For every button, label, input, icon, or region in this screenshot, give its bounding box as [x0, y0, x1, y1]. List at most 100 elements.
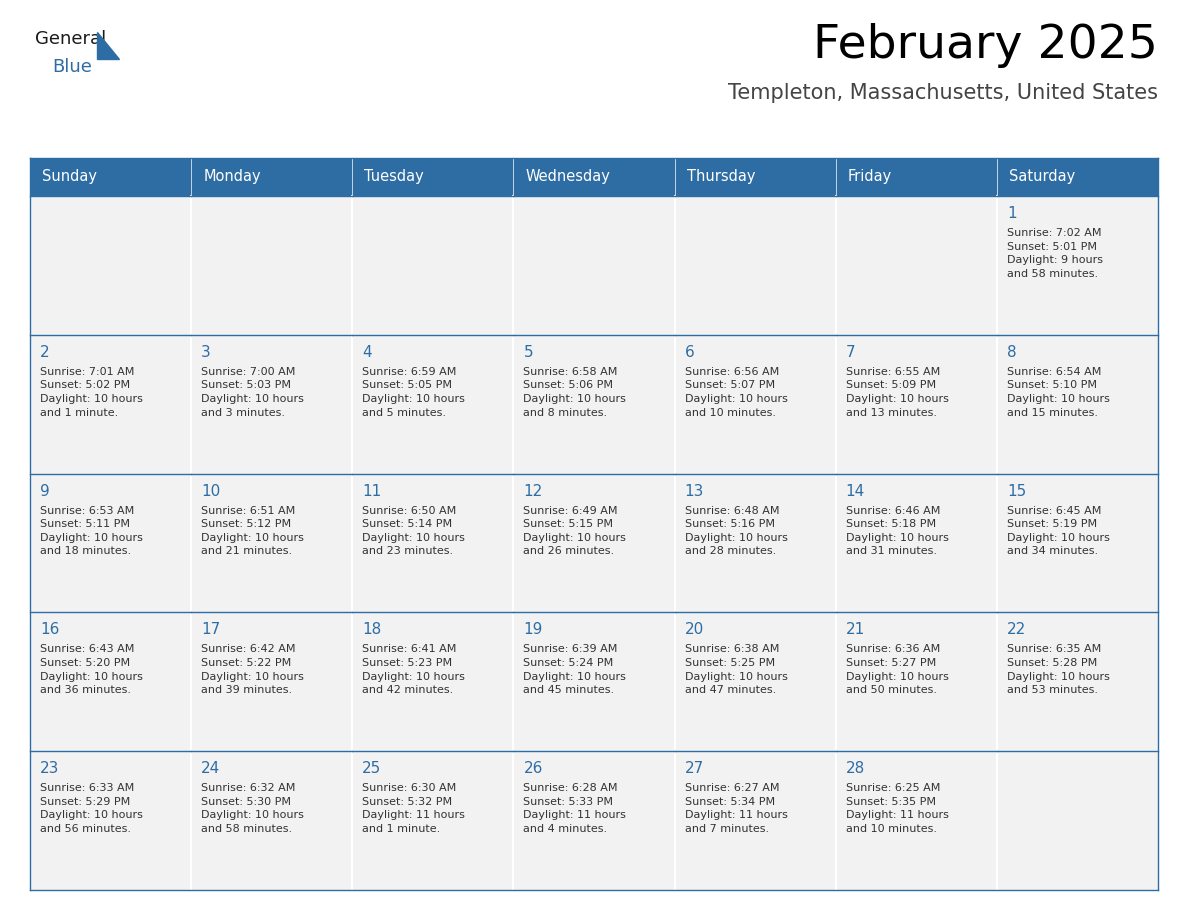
Bar	[513, 158, 675, 196]
Text: Sunrise: 6:35 AM
Sunset: 5:28 PM
Daylight: 10 hours
and 53 minutes.: Sunrise: 6:35 AM Sunset: 5:28 PM Dayligh…	[1007, 644, 1110, 695]
Text: Sunrise: 6:50 AM
Sunset: 5:14 PM
Daylight: 10 hours
and 23 minutes.: Sunrise: 6:50 AM Sunset: 5:14 PM Dayligh…	[362, 506, 466, 556]
Bar	[30, 196, 191, 335]
Text: Sunrise: 6:39 AM
Sunset: 5:24 PM
Daylight: 10 hours
and 45 minutes.: Sunrise: 6:39 AM Sunset: 5:24 PM Dayligh…	[524, 644, 626, 695]
Bar	[191, 335, 353, 474]
Bar	[513, 335, 675, 474]
Bar	[675, 196, 835, 335]
Bar	[675, 335, 835, 474]
Text: Thursday: Thursday	[687, 170, 756, 185]
Text: 16: 16	[40, 622, 59, 637]
Text: 1: 1	[1007, 206, 1017, 221]
Bar	[353, 196, 513, 335]
Text: 6: 6	[684, 345, 694, 360]
Text: 25: 25	[362, 761, 381, 777]
Text: Sunrise: 6:46 AM
Sunset: 5:18 PM
Daylight: 10 hours
and 31 minutes.: Sunrise: 6:46 AM Sunset: 5:18 PM Dayligh…	[846, 506, 948, 556]
Bar	[30, 612, 191, 751]
Text: Sunrise: 6:55 AM
Sunset: 5:09 PM
Daylight: 10 hours
and 13 minutes.: Sunrise: 6:55 AM Sunset: 5:09 PM Dayligh…	[846, 367, 948, 418]
Text: Sunrise: 6:32 AM
Sunset: 5:30 PM
Daylight: 10 hours
and 58 minutes.: Sunrise: 6:32 AM Sunset: 5:30 PM Dayligh…	[201, 783, 304, 834]
Bar	[30, 335, 191, 474]
Bar	[353, 474, 513, 612]
Text: Sunrise: 6:38 AM
Sunset: 5:25 PM
Daylight: 10 hours
and 47 minutes.: Sunrise: 6:38 AM Sunset: 5:25 PM Dayligh…	[684, 644, 788, 695]
Text: 14: 14	[846, 484, 865, 498]
Bar	[191, 474, 353, 612]
Text: Monday: Monday	[203, 170, 261, 185]
Bar	[835, 158, 997, 196]
Text: Sunrise: 6:59 AM
Sunset: 5:05 PM
Daylight: 10 hours
and 5 minutes.: Sunrise: 6:59 AM Sunset: 5:05 PM Dayligh…	[362, 367, 466, 418]
Bar	[191, 158, 353, 196]
Text: Sunrise: 6:45 AM
Sunset: 5:19 PM
Daylight: 10 hours
and 34 minutes.: Sunrise: 6:45 AM Sunset: 5:19 PM Dayligh…	[1007, 506, 1110, 556]
Text: Wednesday: Wednesday	[525, 170, 611, 185]
Text: 11: 11	[362, 484, 381, 498]
Bar	[353, 751, 513, 890]
Text: Sunrise: 6:48 AM
Sunset: 5:16 PM
Daylight: 10 hours
and 28 minutes.: Sunrise: 6:48 AM Sunset: 5:16 PM Dayligh…	[684, 506, 788, 556]
Text: Sunrise: 6:36 AM
Sunset: 5:27 PM
Daylight: 10 hours
and 50 minutes.: Sunrise: 6:36 AM Sunset: 5:27 PM Dayligh…	[846, 644, 948, 695]
Bar	[997, 335, 1158, 474]
Text: 10: 10	[201, 484, 221, 498]
Bar	[997, 751, 1158, 890]
Text: 7: 7	[846, 345, 855, 360]
Text: 28: 28	[846, 761, 865, 777]
Text: Sunrise: 6:43 AM
Sunset: 5:20 PM
Daylight: 10 hours
and 36 minutes.: Sunrise: 6:43 AM Sunset: 5:20 PM Dayligh…	[40, 644, 143, 695]
Bar	[191, 751, 353, 890]
Bar	[30, 158, 191, 196]
Text: 8: 8	[1007, 345, 1017, 360]
Text: Sunrise: 6:56 AM
Sunset: 5:07 PM
Daylight: 10 hours
and 10 minutes.: Sunrise: 6:56 AM Sunset: 5:07 PM Dayligh…	[684, 367, 788, 418]
Text: 9: 9	[40, 484, 50, 498]
Text: General: General	[34, 30, 106, 48]
Bar	[513, 751, 675, 890]
Text: Sunrise: 6:33 AM
Sunset: 5:29 PM
Daylight: 10 hours
and 56 minutes.: Sunrise: 6:33 AM Sunset: 5:29 PM Dayligh…	[40, 783, 143, 834]
Bar	[997, 612, 1158, 751]
Text: Sunrise: 7:01 AM
Sunset: 5:02 PM
Daylight: 10 hours
and 1 minute.: Sunrise: 7:01 AM Sunset: 5:02 PM Dayligh…	[40, 367, 143, 418]
Text: 4: 4	[362, 345, 372, 360]
Text: Sunrise: 6:58 AM
Sunset: 5:06 PM
Daylight: 10 hours
and 8 minutes.: Sunrise: 6:58 AM Sunset: 5:06 PM Dayligh…	[524, 367, 626, 418]
Text: Saturday: Saturday	[1009, 170, 1075, 185]
Bar	[513, 612, 675, 751]
Text: Sunrise: 6:42 AM
Sunset: 5:22 PM
Daylight: 10 hours
and 39 minutes.: Sunrise: 6:42 AM Sunset: 5:22 PM Dayligh…	[201, 644, 304, 695]
Text: 2: 2	[40, 345, 50, 360]
Text: Sunrise: 6:30 AM
Sunset: 5:32 PM
Daylight: 11 hours
and 1 minute.: Sunrise: 6:30 AM Sunset: 5:32 PM Dayligh…	[362, 783, 466, 834]
Bar	[191, 612, 353, 751]
Text: Sunday: Sunday	[42, 170, 97, 185]
Text: Tuesday: Tuesday	[365, 170, 424, 185]
Bar	[30, 474, 191, 612]
Text: Sunrise: 6:49 AM
Sunset: 5:15 PM
Daylight: 10 hours
and 26 minutes.: Sunrise: 6:49 AM Sunset: 5:15 PM Dayligh…	[524, 506, 626, 556]
Bar	[353, 158, 513, 196]
Text: 27: 27	[684, 761, 703, 777]
Text: Sunrise: 6:54 AM
Sunset: 5:10 PM
Daylight: 10 hours
and 15 minutes.: Sunrise: 6:54 AM Sunset: 5:10 PM Dayligh…	[1007, 367, 1110, 418]
Bar	[30, 751, 191, 890]
Bar	[835, 335, 997, 474]
Bar	[675, 158, 835, 196]
Text: February 2025: February 2025	[813, 23, 1158, 68]
Text: Sunrise: 7:00 AM
Sunset: 5:03 PM
Daylight: 10 hours
and 3 minutes.: Sunrise: 7:00 AM Sunset: 5:03 PM Dayligh…	[201, 367, 304, 418]
Text: 5: 5	[524, 345, 533, 360]
Text: 21: 21	[846, 622, 865, 637]
Text: 3: 3	[201, 345, 211, 360]
Bar	[835, 474, 997, 612]
Text: 17: 17	[201, 622, 221, 637]
Bar	[997, 158, 1158, 196]
Bar	[675, 751, 835, 890]
Text: Sunrise: 6:51 AM
Sunset: 5:12 PM
Daylight: 10 hours
and 21 minutes.: Sunrise: 6:51 AM Sunset: 5:12 PM Dayligh…	[201, 506, 304, 556]
Text: Sunrise: 6:41 AM
Sunset: 5:23 PM
Daylight: 10 hours
and 42 minutes.: Sunrise: 6:41 AM Sunset: 5:23 PM Dayligh…	[362, 644, 466, 695]
Bar	[997, 196, 1158, 335]
Text: 13: 13	[684, 484, 704, 498]
Text: Sunrise: 6:25 AM
Sunset: 5:35 PM
Daylight: 11 hours
and 10 minutes.: Sunrise: 6:25 AM Sunset: 5:35 PM Dayligh…	[846, 783, 948, 834]
Bar	[513, 474, 675, 612]
Bar	[835, 751, 997, 890]
Text: 26: 26	[524, 761, 543, 777]
Text: Sunrise: 7:02 AM
Sunset: 5:01 PM
Daylight: 9 hours
and 58 minutes.: Sunrise: 7:02 AM Sunset: 5:01 PM Dayligh…	[1007, 228, 1102, 279]
Text: 15: 15	[1007, 484, 1026, 498]
Bar	[675, 474, 835, 612]
Text: Sunrise: 6:27 AM
Sunset: 5:34 PM
Daylight: 11 hours
and 7 minutes.: Sunrise: 6:27 AM Sunset: 5:34 PM Dayligh…	[684, 783, 788, 834]
Text: 23: 23	[40, 761, 59, 777]
Text: 20: 20	[684, 622, 703, 637]
Text: Templeton, Massachusetts, United States: Templeton, Massachusetts, United States	[728, 83, 1158, 103]
Text: 24: 24	[201, 761, 221, 777]
Bar	[835, 612, 997, 751]
Polygon shape	[97, 32, 119, 59]
Text: 19: 19	[524, 622, 543, 637]
Text: Friday: Friday	[848, 170, 892, 185]
Text: Sunrise: 6:28 AM
Sunset: 5:33 PM
Daylight: 11 hours
and 4 minutes.: Sunrise: 6:28 AM Sunset: 5:33 PM Dayligh…	[524, 783, 626, 834]
Text: 22: 22	[1007, 622, 1026, 637]
Bar	[513, 196, 675, 335]
